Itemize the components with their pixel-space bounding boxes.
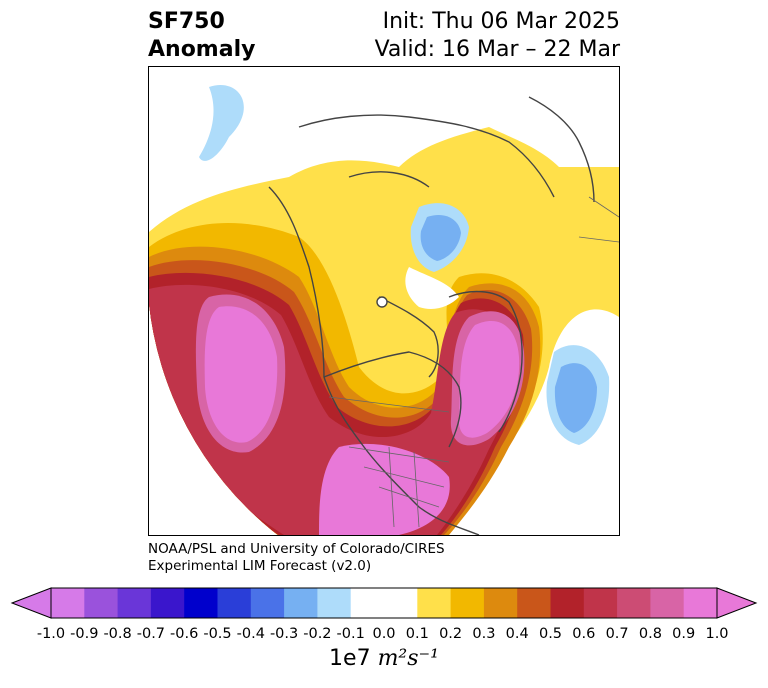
colorbar-tick-label: 1.0 xyxy=(705,626,729,642)
pos-core-south xyxy=(319,443,450,535)
colorbar-cell xyxy=(650,588,685,618)
colorbar-cell xyxy=(250,588,285,618)
neg-anomaly-nw xyxy=(199,85,244,161)
colorbar-high-arrow xyxy=(716,587,758,619)
colorbar-tick-label: 0.1 xyxy=(405,626,429,642)
colorbar-tick-label: -0.8 xyxy=(103,626,132,642)
colorbar-cell xyxy=(217,588,252,618)
colorbar-tick-label: -0.2 xyxy=(303,626,332,642)
colorbar-tick-label: 0.9 xyxy=(672,626,696,642)
colorbar-tick-label: -0.4 xyxy=(236,626,265,642)
colorbar-tick-label: 0.3 xyxy=(472,626,496,642)
colorbar-tick-label: -0.6 xyxy=(170,626,199,642)
pos-core-west-inner xyxy=(204,306,278,443)
anomaly-map xyxy=(149,85,619,535)
colorbar-tick-label: 0.7 xyxy=(605,626,629,642)
colorbar-cell xyxy=(617,588,651,618)
colorbar-tick-label: -0.7 xyxy=(136,626,166,642)
colorbar-cell xyxy=(417,588,452,618)
colorbar-tick-label: 0.8 xyxy=(638,626,662,642)
colorbar-cell xyxy=(317,588,352,618)
credit-line-1: NOAA/PSL and University of Colorado/CIRE… xyxy=(148,541,445,557)
colorbar-tick-label: 0.5 xyxy=(538,626,563,642)
borders xyxy=(328,196,619,528)
colorbar-ticks: -1.0 -0.9 -0.8 -0.7 -0.6 -0.5 -0.4 -0.3 -0.2 -0.1… xyxy=(0,626,768,646)
colorbar-tick-label: -1.0 xyxy=(36,626,66,642)
colorbar-tick-label: -0.5 xyxy=(203,626,232,642)
colorbar-cell xyxy=(284,588,318,618)
colorbar-cell xyxy=(583,588,618,618)
colorbar-low-arrow xyxy=(10,587,52,619)
colorbar xyxy=(10,587,758,619)
map-panel xyxy=(148,66,620,536)
colorbar-cell xyxy=(350,588,385,618)
colorbar-cell xyxy=(150,588,185,618)
colorbar-label: 1e7 m²s⁻¹ xyxy=(0,646,768,671)
pos-core-east-inner xyxy=(458,320,520,438)
colorbar-tick-label: 0.2 xyxy=(439,626,463,642)
colorbar-cell xyxy=(184,588,218,618)
title-left: SF750 Anomaly xyxy=(148,8,255,64)
neg-anomaly-arctic-core xyxy=(420,214,461,261)
colorbar-tick-label: 0.0 xyxy=(372,626,396,642)
colorbar-cell xyxy=(550,588,585,618)
valid-range: Valid: 16 Mar – 22 Mar xyxy=(374,37,620,62)
coastlines xyxy=(268,96,595,535)
colorbar-cell xyxy=(84,588,119,618)
neg-anomaly-atlantic-core xyxy=(554,363,597,433)
colorbar-tick-label: 0.4 xyxy=(505,626,529,642)
init-date: Init: Thu 06 Mar 2025 xyxy=(382,9,620,34)
colorbar-label-unit: m²s⁻¹ xyxy=(377,646,439,671)
title-right: Init: Thu 06 Mar 2025 Valid: 16 Mar – 22… xyxy=(375,8,620,64)
credit-line-2: Experimental LIM Forecast (v2.0) xyxy=(148,558,372,574)
credit: NOAA/PSL and University of Colorado/CIRE… xyxy=(148,541,445,575)
colorbar-cell xyxy=(384,588,418,618)
colorbar-cell xyxy=(450,588,485,618)
field-name: SF750 xyxy=(148,9,225,34)
colorbar-tick-label: -0.3 xyxy=(269,626,299,642)
colorbar-tick-label: -0.9 xyxy=(70,626,99,642)
colorbar-cell xyxy=(517,588,551,618)
colorbar-tick-label: 0.6 xyxy=(572,626,596,642)
colorbar-cell xyxy=(117,588,152,618)
colorbar-cell xyxy=(683,588,718,618)
neutral-gap xyxy=(405,267,459,309)
colorbar-tick-label: -0.1 xyxy=(336,626,365,642)
colorbar-label-prefix: 1e7 xyxy=(329,646,371,671)
colorbar-cell xyxy=(51,588,85,618)
colorbar-cell xyxy=(483,588,518,618)
field-kind: Anomaly xyxy=(148,37,256,62)
